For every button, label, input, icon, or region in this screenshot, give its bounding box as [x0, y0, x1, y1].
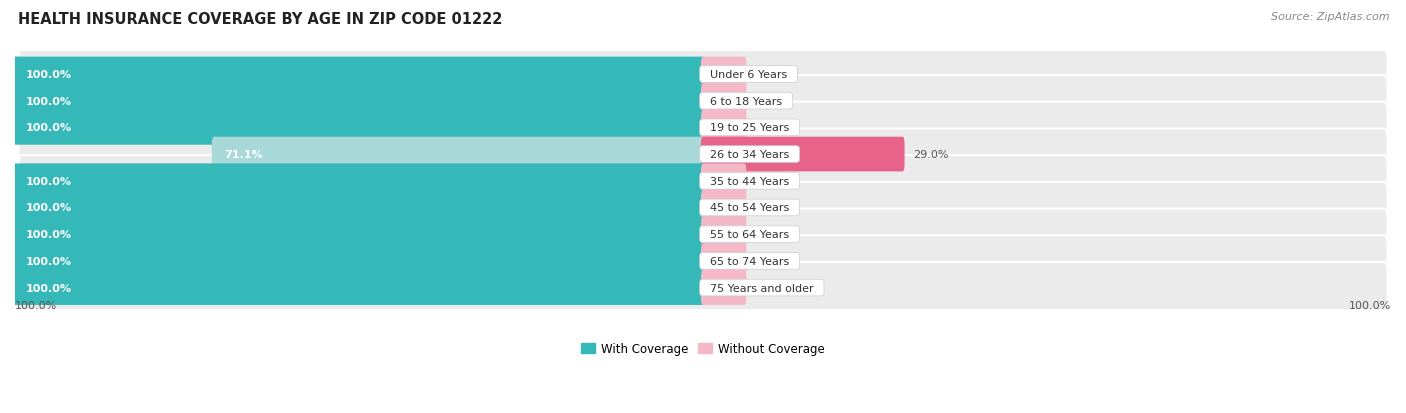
- Text: Under 6 Years: Under 6 Years: [703, 70, 794, 80]
- FancyBboxPatch shape: [18, 156, 1388, 207]
- Legend: With Coverage, Without Coverage: With Coverage, Without Coverage: [576, 337, 830, 360]
- FancyBboxPatch shape: [702, 271, 747, 305]
- FancyBboxPatch shape: [702, 84, 747, 119]
- FancyBboxPatch shape: [13, 191, 704, 225]
- Text: 65 to 74 Years: 65 to 74 Years: [703, 256, 796, 266]
- Text: 100.0%: 100.0%: [1348, 300, 1391, 310]
- Text: 0.0%: 0.0%: [755, 176, 783, 186]
- Text: HEALTH INSURANCE COVERAGE BY AGE IN ZIP CODE 01222: HEALTH INSURANCE COVERAGE BY AGE IN ZIP …: [18, 12, 503, 27]
- Text: 35 to 44 Years: 35 to 44 Years: [703, 176, 796, 186]
- Text: 45 to 54 Years: 45 to 54 Years: [703, 203, 796, 213]
- Text: 100.0%: 100.0%: [25, 123, 72, 133]
- Text: 0.0%: 0.0%: [755, 203, 783, 213]
- Text: 100.0%: 100.0%: [25, 176, 72, 186]
- FancyBboxPatch shape: [702, 57, 747, 92]
- Text: 0.0%: 0.0%: [755, 256, 783, 266]
- FancyBboxPatch shape: [702, 164, 747, 199]
- FancyBboxPatch shape: [13, 217, 704, 252]
- FancyBboxPatch shape: [212, 138, 704, 172]
- FancyBboxPatch shape: [18, 262, 1388, 313]
- FancyBboxPatch shape: [18, 102, 1388, 154]
- Text: 71.1%: 71.1%: [224, 150, 263, 160]
- Text: 0.0%: 0.0%: [755, 96, 783, 107]
- Text: 0.0%: 0.0%: [755, 283, 783, 293]
- Text: 19 to 25 Years: 19 to 25 Years: [703, 123, 796, 133]
- FancyBboxPatch shape: [702, 217, 747, 252]
- FancyBboxPatch shape: [702, 138, 904, 172]
- Text: 0.0%: 0.0%: [755, 70, 783, 80]
- Text: 26 to 34 Years: 26 to 34 Years: [703, 150, 796, 160]
- Text: 100.0%: 100.0%: [25, 70, 72, 80]
- Text: 100.0%: 100.0%: [25, 256, 72, 266]
- FancyBboxPatch shape: [18, 236, 1388, 287]
- FancyBboxPatch shape: [18, 129, 1388, 180]
- FancyBboxPatch shape: [13, 111, 704, 145]
- Text: 6 to 18 Years: 6 to 18 Years: [703, 96, 789, 107]
- FancyBboxPatch shape: [18, 209, 1388, 260]
- FancyBboxPatch shape: [702, 191, 747, 225]
- FancyBboxPatch shape: [18, 76, 1388, 127]
- FancyBboxPatch shape: [13, 57, 704, 92]
- FancyBboxPatch shape: [18, 183, 1388, 233]
- Text: 55 to 64 Years: 55 to 64 Years: [703, 230, 796, 240]
- FancyBboxPatch shape: [13, 84, 704, 119]
- FancyBboxPatch shape: [13, 164, 704, 199]
- Text: 100.0%: 100.0%: [25, 96, 72, 107]
- Text: 29.0%: 29.0%: [912, 150, 948, 160]
- Text: 100.0%: 100.0%: [25, 203, 72, 213]
- Text: 0.0%: 0.0%: [755, 230, 783, 240]
- FancyBboxPatch shape: [702, 111, 747, 145]
- Text: 0.0%: 0.0%: [755, 123, 783, 133]
- Text: 100.0%: 100.0%: [15, 300, 58, 310]
- FancyBboxPatch shape: [13, 244, 704, 278]
- FancyBboxPatch shape: [18, 49, 1388, 100]
- FancyBboxPatch shape: [702, 244, 747, 278]
- Text: 100.0%: 100.0%: [25, 230, 72, 240]
- Text: 100.0%: 100.0%: [25, 283, 72, 293]
- Text: 75 Years and older: 75 Years and older: [703, 283, 821, 293]
- FancyBboxPatch shape: [13, 271, 704, 305]
- Text: Source: ZipAtlas.com: Source: ZipAtlas.com: [1271, 12, 1389, 22]
